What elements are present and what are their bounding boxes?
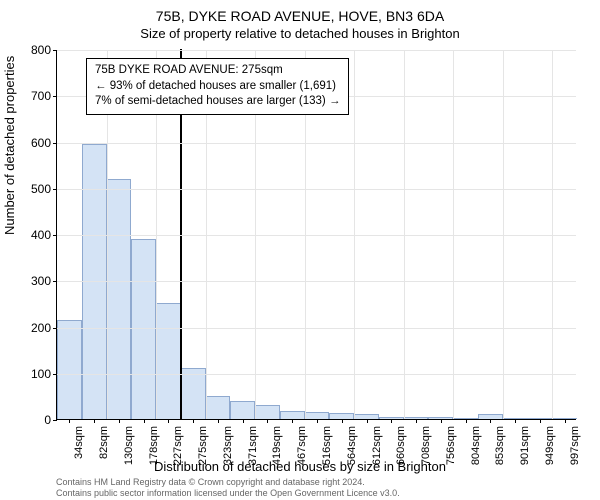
x-tick-label: 82sqm <box>98 426 110 459</box>
x-tick <box>565 419 566 423</box>
gridline-horizontal <box>57 189 576 190</box>
x-axis-title: Distribution of detached houses by size … <box>0 459 600 474</box>
y-tick-label: 200 <box>19 321 51 335</box>
annotation-box: 75B DYKE ROAD AVENUE: 275sqm ← 93% of de… <box>86 58 349 115</box>
y-tick-label: 400 <box>19 228 51 242</box>
y-tick-label: 300 <box>19 274 51 288</box>
annotation-line: 75B DYKE ROAD AVENUE: 275sqm <box>95 63 340 79</box>
x-tick <box>292 419 293 423</box>
x-tick <box>441 419 442 423</box>
footer-line: Contains HM Land Registry data © Crown c… <box>56 477 600 488</box>
chart-area: 010020030040050060070080034sqm82sqm130sq… <box>56 50 576 420</box>
gridline-horizontal <box>57 235 576 236</box>
histogram-bar <box>57 320 82 419</box>
histogram-bar <box>156 303 181 419</box>
main-title: 75B, DYKE ROAD AVENUE, HOVE, BN3 6DA <box>0 8 600 24</box>
histogram-bar <box>206 396 231 419</box>
x-tick <box>119 419 120 423</box>
y-tick <box>53 189 57 190</box>
x-tick <box>193 419 194 423</box>
titles-block: 75B, DYKE ROAD AVENUE, HOVE, BN3 6DA Siz… <box>0 0 600 41</box>
x-tick <box>218 419 219 423</box>
x-tick <box>94 419 95 423</box>
x-tick <box>317 419 318 423</box>
y-tick-label: 500 <box>19 182 51 196</box>
y-axis-title: Number of detached properties <box>2 56 17 235</box>
gridline-horizontal <box>57 328 576 329</box>
x-tick <box>416 419 417 423</box>
x-tick <box>267 419 268 423</box>
y-tick-label: 0 <box>19 413 51 427</box>
gridline-horizontal <box>57 50 576 51</box>
y-tick-label: 700 <box>19 89 51 103</box>
y-tick <box>53 328 57 329</box>
x-tick <box>367 419 368 423</box>
x-tick-label: 34sqm <box>73 426 85 459</box>
x-tick <box>490 419 491 423</box>
x-tick <box>243 419 244 423</box>
y-tick-label: 100 <box>19 367 51 381</box>
x-tick <box>540 419 541 423</box>
y-tick <box>53 143 57 144</box>
y-tick-label: 600 <box>19 136 51 150</box>
gridline-vertical <box>552 50 553 419</box>
x-tick <box>69 419 70 423</box>
histogram-bar <box>305 412 330 419</box>
histogram-bar <box>230 401 255 420</box>
gridline-vertical <box>453 50 454 419</box>
y-tick <box>53 96 57 97</box>
x-tick <box>144 419 145 423</box>
x-tick <box>342 419 343 423</box>
y-tick <box>53 235 57 236</box>
gridline-vertical <box>503 50 504 419</box>
histogram-bar <box>280 411 305 419</box>
y-tick <box>53 420 57 421</box>
y-tick <box>53 50 57 51</box>
footer-attribution: Contains HM Land Registry data © Crown c… <box>0 477 600 500</box>
gridline-vertical <box>354 50 355 419</box>
histogram-bar <box>131 239 156 419</box>
x-tick <box>515 419 516 423</box>
x-tick <box>466 419 467 423</box>
histogram-bar <box>255 405 280 419</box>
annotation-line: 7% of semi-detached houses are larger (1… <box>95 94 340 110</box>
gridline-horizontal <box>57 143 576 144</box>
annotation-line: ← 93% of detached houses are smaller (1,… <box>95 79 340 95</box>
gridline-horizontal <box>57 281 576 282</box>
y-tick <box>53 374 57 375</box>
y-tick-label: 800 <box>19 43 51 57</box>
histogram-bar <box>181 368 206 419</box>
y-tick <box>53 281 57 282</box>
histogram-bar <box>107 179 132 420</box>
gridline-horizontal <box>57 374 576 375</box>
x-tick <box>168 419 169 423</box>
x-tick <box>391 419 392 423</box>
sub-title: Size of property relative to detached ho… <box>0 26 600 41</box>
footer-line: Contains public sector information licen… <box>56 488 600 499</box>
gridline-vertical <box>404 50 405 419</box>
